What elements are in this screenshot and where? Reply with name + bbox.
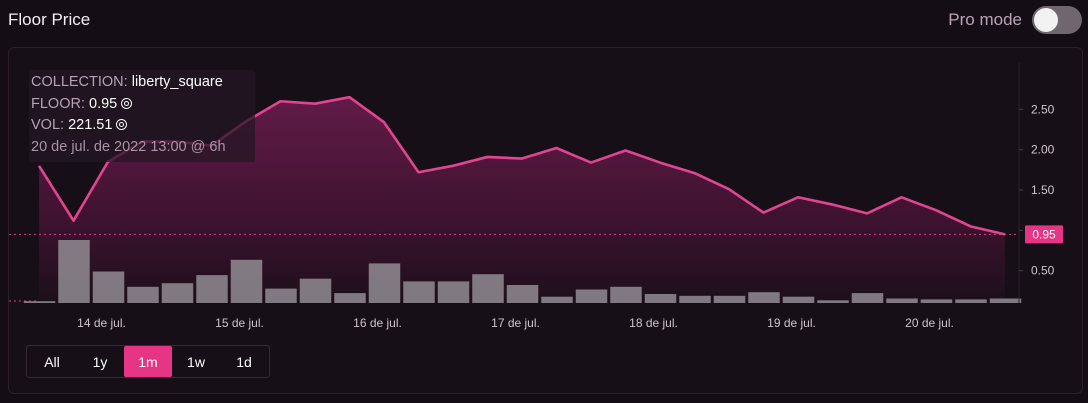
sol-coin-icon [121, 97, 133, 109]
y-tick-label: 2.50 [1031, 102, 1055, 116]
volume-bar [782, 296, 815, 303]
pro-mode-toggle[interactable] [1032, 6, 1082, 34]
collection-key: COLLECTION: [31, 74, 128, 90]
x-tick-label: 20 de jul. [905, 316, 954, 330]
range-1w-button[interactable]: 1w [187, 353, 205, 370]
volume-bar [368, 263, 401, 303]
volume-bar [403, 281, 435, 303]
current-value-badge [1025, 225, 1063, 244]
vol-key: VOL: [31, 117, 65, 133]
floor-key: FLOOR: [31, 95, 85, 112]
volume-bar [92, 271, 125, 303]
volume-bar [334, 293, 366, 303]
vol-value: 221.51 [68, 117, 113, 133]
volume-bar [748, 292, 780, 303]
time-range-selector: All 1y 1m 1w 1d [26, 345, 270, 378]
pro-mode-label: Pro mode [948, 10, 1022, 29]
x-tick-label: 17 de jul. [491, 316, 540, 330]
page-title: Floor Price [8, 10, 91, 29]
volume-bar [610, 286, 642, 303]
volume-bar [506, 285, 539, 303]
x-tick-label: 14 de jul. [77, 316, 126, 330]
volume-bar [713, 295, 746, 303]
volume-bar [955, 299, 987, 303]
volume-bar [23, 301, 56, 303]
volume-bar [575, 289, 608, 303]
x-tick-label: 15 de jul. [215, 316, 264, 330]
range-1y-button[interactable]: 1y [92, 353, 108, 370]
volume-bar [679, 295, 711, 303]
range-1m-button[interactable]: 1m [124, 346, 172, 377]
volume-bar [58, 240, 90, 303]
volume-bar [886, 298, 918, 303]
volume-bar [196, 275, 228, 303]
volume-bar [851, 293, 884, 303]
x-tick-label: 18 de jul. [629, 316, 678, 330]
toggle-knob [1034, 8, 1058, 32]
y-tick-label: 2.00 [1031, 143, 1055, 157]
volume-bar [644, 294, 677, 303]
vol-row: VOL: 221.51 [31, 115, 249, 137]
price-area [39, 97, 1005, 303]
y-tick-label: 0.50 [1031, 264, 1055, 278]
floor-row: FLOOR: 0.95 [31, 94, 249, 116]
volume-bar [230, 259, 263, 303]
range-1d-button[interactable]: 1d [236, 353, 252, 370]
sol-coin-icon [116, 119, 128, 130]
collection-value: liberty_square [131, 74, 223, 90]
volume-bar [989, 298, 1022, 303]
volume-bar [127, 286, 159, 303]
volume-bar [817, 300, 849, 303]
volume-bar [437, 281, 470, 303]
timestamp: 20 de jul. de 2022 13:00 @ 6h [31, 138, 226, 155]
tooltip-panel: COLLECTION: liberty_square FLOOR: 0.95 V… [29, 70, 255, 162]
pro-mode-control: Pro mode [948, 6, 1082, 34]
y-tick-label: 1.50 [1031, 183, 1055, 197]
collection-row: COLLECTION: liberty_square [31, 72, 249, 94]
floor-value: 0.95 [89, 95, 118, 112]
volume-bar [265, 288, 297, 303]
volume-bar [472, 274, 504, 303]
volume-bar [299, 278, 332, 303]
volume-bar [541, 296, 573, 303]
current-value-label: 0.95 [1032, 227, 1056, 241]
volume-bar [161, 283, 194, 303]
x-tick-label: 16 de jul. [353, 316, 402, 330]
volume-bar [920, 299, 953, 303]
x-tick-label: 19 de jul. [767, 316, 816, 330]
range-all-button[interactable]: All [44, 353, 60, 370]
